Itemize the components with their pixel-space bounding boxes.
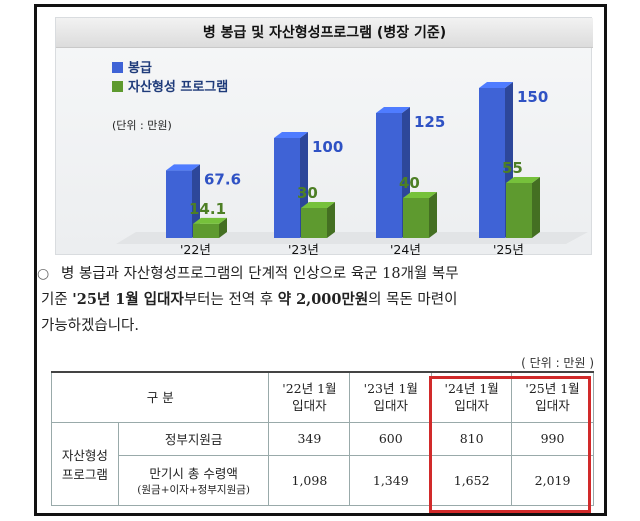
row-sublabel: (원금+이자+정부지원금) [137, 484, 251, 496]
header-col-24: '24년 1월 입대자 [431, 371, 513, 423]
data-label-0-3: 150 [517, 88, 548, 106]
data-label-0-1: 100 [312, 138, 343, 156]
bar-top-0-1 [274, 132, 308, 138]
paragraph-line-3: 가능하겠습니다. [41, 318, 139, 334]
header-col-23: '23년 1월 입대자 [349, 371, 433, 423]
bar-1-2 [403, 198, 429, 238]
bar-1-0 [193, 223, 219, 238]
bar-0-0 [166, 170, 192, 238]
x-tick-label-1: '23년 [288, 242, 319, 256]
bar-1-1 [301, 208, 327, 238]
chart-floor [116, 232, 588, 244]
paragraph-line-2: 기준 '25년 1월 입대자부터는 전역 후 약 2,000만원의 목돈 마련이 [41, 291, 458, 308]
unit-label: (단위 : 만원) [112, 119, 172, 132]
bar-side-1-1 [327, 202, 335, 238]
bold-phrase-amount: 약 2,000만원 [277, 291, 369, 308]
table-unit-note: ( 단위 : 만원 ) [521, 356, 594, 370]
bar-top-0-2 [376, 107, 410, 113]
data-label-1-1: 30 [297, 184, 318, 202]
data-label-1-2: 40 [399, 174, 420, 192]
paragraph-line-1: 병 봉급과 자산형성프로그램의 단계적 인상으로 육군 18개월 복무 [61, 266, 459, 282]
legend-label-0: 봉급 [128, 61, 152, 76]
bar-0-2 [376, 113, 402, 238]
table-row: 자산형성 프로그램 정부지원금 349 600 810 990 [51, 421, 594, 506]
data-label-0-2: 125 [414, 113, 445, 131]
bar-top-1-0 [193, 217, 227, 224]
bullet-icon: ○ [37, 266, 50, 282]
bold-phrase-entry: '25년 1월 입대자 [72, 291, 184, 308]
bar-top-0-0 [166, 164, 200, 171]
header-col-22: '22년 1월 입대자 [268, 371, 351, 423]
table-cell: 1,098 [268, 454, 351, 506]
row-label-subsidy: 정부지원금 [117, 421, 270, 456]
table-cell: 349 [268, 421, 351, 456]
benefits-table: 구 분 '22년 1월 입대자 '23년 1월 입대자 '24년 1월 입대자 '25… [50, 371, 594, 506]
table-cell: 1,349 [349, 454, 433, 506]
highlight-box [429, 376, 591, 513]
bar-top-1-1 [301, 202, 335, 208]
x-tick-label-3: '25년 [493, 242, 524, 256]
bar-side-1-0 [219, 217, 227, 238]
header-col-25: '25년 1월 입대자 [511, 371, 594, 423]
bar-top-1-3 [506, 177, 540, 183]
header-category: 구 분 [50, 371, 270, 423]
data-label-1-0: 14.1 [189, 200, 226, 218]
legend-label-1: 자산형성 프로그램 [128, 79, 228, 95]
bar-top-0-3 [479, 82, 513, 88]
bar-side-0-0 [192, 164, 200, 238]
row-label-total: 만기시 총 수령액 (원금+이자+정부지원금) [117, 454, 270, 506]
table-cell: 2,019 [511, 454, 594, 506]
table-cell: 600 [349, 421, 433, 456]
table-cell: 1,652 [431, 454, 513, 506]
chart-title: 병 봉급 및 자산형성프로그램 (병장 기준) [56, 18, 593, 48]
bar-top-1-2 [403, 192, 437, 198]
bar-side-1-3 [532, 177, 540, 238]
bar-0-3 [479, 88, 505, 238]
table-header-row: 구 분 '22년 1월 입대자 '23년 1월 입대자 '24년 1월 입대자 '25… [50, 371, 594, 423]
bar-side-1-2 [429, 192, 437, 238]
bar-0-1 [274, 138, 300, 238]
row-group-label: 자산형성 프로그램 [51, 421, 119, 506]
legend-swatch-0 [112, 62, 123, 73]
bar-1-3 [506, 183, 532, 238]
x-tick-label-2: '24년 [390, 242, 421, 256]
summary-paragraph: ○ 병 봉급과 자산형성프로그램의 단계적 인상으로 육군 18개월 복무 기준… [37, 261, 601, 339]
x-tick-label-0: '22년 [180, 242, 211, 256]
legend-swatch-1 [112, 81, 123, 92]
data-label-1-3: 55 [502, 159, 523, 177]
data-label-0-0: 67.6 [204, 170, 241, 188]
table-row: 만기시 총 수령액 (원금+이자+정부지원금) 1,098 1,349 1,652… [52, 454, 594, 506]
